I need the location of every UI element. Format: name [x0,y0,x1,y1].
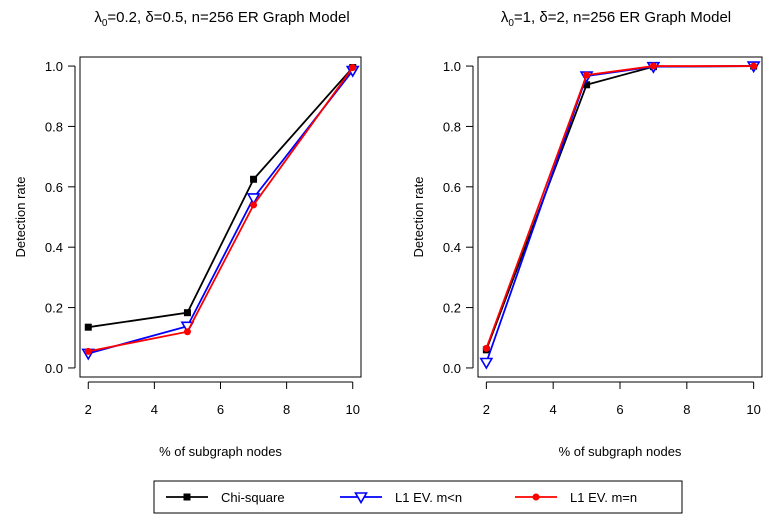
legend-entry: L1 EV. m<n [340,490,462,505]
y-tick-label: 1.0 [443,59,461,74]
x-tick-label: 2 [85,402,92,417]
y-tick-label: 0.6 [45,180,63,195]
legend: Chi-square L1 EV. m<n L1 EV. m=n [153,480,683,514]
y-tick-label: 0.8 [45,119,63,134]
y-axis-label: Detection rate [411,177,426,258]
chart-title-lambda: λ [501,9,509,26]
data-point [649,62,657,70]
legend-marker [354,492,368,505]
x-tick-label: 8 [283,402,290,417]
legend-box [153,480,683,514]
series-chi-square [84,64,357,331]
chart-title-rest: =1, δ=2, n=256 ER Graph Model [514,9,731,26]
legend-label: Chi-square [221,490,285,505]
y-axis-label: Detection rate [13,177,28,258]
y-axis: 0.0 0.2 0.4 0.6 0.8 1.0 [45,59,76,376]
data-point [84,347,92,355]
data-point [84,323,92,331]
y-tick-label: 1.0 [45,59,63,74]
x-tick-label: 6 [616,402,623,417]
data-point [479,357,494,370]
legend-marker [532,493,540,501]
x-tick-label: 10 [346,402,360,417]
data-point [250,201,258,209]
x-tick-label: 4 [151,402,158,417]
x-tick-label: 4 [550,402,557,417]
legend-marker [183,493,191,501]
y-axis: 0.0 0.2 0.4 0.6 0.8 1.0 [443,59,474,376]
series-line [485,65,754,351]
y-tick-label: 0.0 [45,361,63,376]
series-line [485,65,754,363]
chart-title: λ0=1, δ=2, n=256 ER Graph Model [501,9,731,29]
chart-panel-2: λ0=1, δ=2, n=256 ER Graph Model 2 4 6 8 10 0.0… [411,9,763,459]
legend-entry: Chi-square [166,490,285,505]
series-line [88,66,354,329]
x-axis-label: % of subgraph nodes [559,444,682,459]
chart-title-lambda: λ [94,9,102,26]
x-tick-label: 8 [683,402,690,417]
y-tick-label: 0.4 [443,240,461,255]
chart-title-rest: =0.2, δ=0.5, n=256 ER Graph Model [107,9,349,26]
data-point [246,193,261,206]
plot-frame [79,56,362,378]
chart-title-subscript: 0 [102,18,108,29]
legend-entry: L1 EV. m=n [515,490,637,505]
legend-label: L1 EV. m=n [570,490,637,505]
series-chi-square [482,62,758,354]
series-l1-ev-m-n [84,64,357,355]
x-tick-label: 6 [217,402,224,417]
chart-panel-1: λ0=0.2, δ=0.5, n=256 ER Graph Model 2 4 6 8 1… [13,9,362,459]
data-point [750,62,758,70]
chart-title: λ0=0.2, δ=0.5, n=256 ER Graph Model [94,9,349,29]
series-l1-ev-m-n [479,61,761,370]
series-line [88,67,354,353]
data-point [482,344,490,352]
x-axis-label: % of subgraph nodes [159,444,282,459]
series-l1-ev-m-n [482,62,758,352]
series-line [88,70,354,355]
x-axis: 2 4 6 8 10 [85,381,360,417]
data-point [183,309,191,317]
data-point [349,64,357,72]
x-tick-label: 10 [746,402,760,417]
data-point [583,71,591,79]
x-axis: 2 4 6 8 10 [483,381,761,417]
series-line [485,65,754,349]
legend-label: L1 EV. m<n [395,490,462,505]
plot-frame [477,56,763,378]
series-l1-ev-m-n [81,65,360,361]
y-tick-label: 0.4 [45,240,63,255]
x-tick-label: 2 [483,402,490,417]
data-point [250,175,258,183]
y-tick-label: 0.8 [443,119,461,134]
y-tick-label: 0.2 [443,301,461,316]
y-tick-label: 0.6 [443,180,461,195]
chart-title-subscript: 0 [508,18,514,29]
y-tick-label: 0.0 [443,361,461,376]
data-point [583,81,591,89]
y-tick-label: 0.2 [45,301,63,316]
data-point [183,328,191,336]
